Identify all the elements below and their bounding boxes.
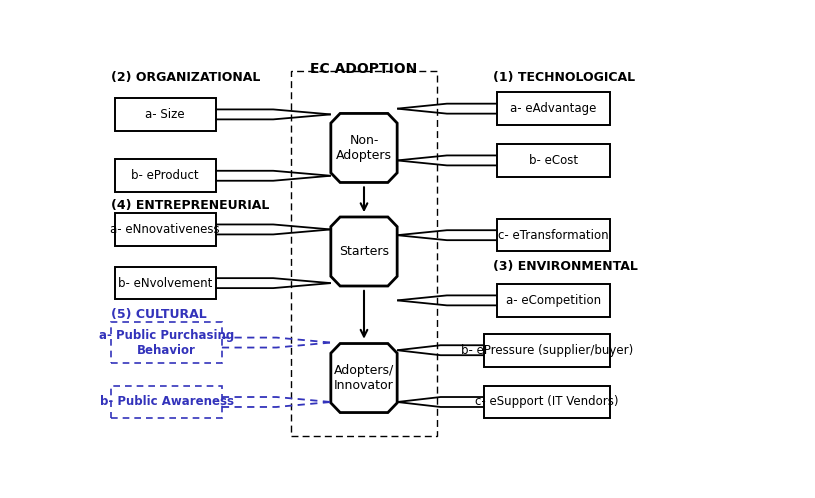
Bar [114, 98, 215, 130]
Text: b- eProduct: b- eProduct [131, 169, 199, 182]
Bar [114, 213, 215, 246]
Bar [496, 284, 610, 317]
Bar [112, 385, 222, 418]
Text: (3) ENVIRONMENTAL: (3) ENVIRONMENTAL [494, 260, 638, 273]
Bar [496, 92, 610, 125]
Text: b- eNvolvement: b- eNvolvement [118, 276, 212, 290]
Bar [112, 322, 222, 363]
Bar [496, 144, 610, 177]
Bar [484, 334, 610, 367]
Bar [496, 219, 610, 251]
Text: b- ePressure (supplier/buyer): b- ePressure (supplier/buyer) [461, 344, 633, 357]
Polygon shape [331, 114, 397, 182]
Polygon shape [331, 217, 397, 286]
Text: c- eSupport (IT Vendors): c- eSupport (IT Vendors) [475, 395, 619, 408]
Text: a- Size: a- Size [145, 108, 185, 121]
Text: (1) TECHNOLOGICAL: (1) TECHNOLOGICAL [494, 71, 636, 84]
Text: Adopters/
Innovator: Adopters/ Innovator [334, 364, 394, 392]
Polygon shape [331, 344, 397, 412]
Text: c- eTransformation: c- eTransformation [498, 229, 609, 242]
Text: Non-
Adopters: Non- Adopters [336, 134, 392, 162]
Text: EC ADOPTION: EC ADOPTION [311, 62, 417, 76]
Text: (2) ORGANIZATIONAL: (2) ORGANIZATIONAL [112, 71, 261, 84]
Text: b- Public Awareness: b- Public Awareness [99, 395, 234, 408]
Bar [114, 159, 215, 192]
Text: Starters: Starters [339, 245, 389, 258]
Text: a- eCompetition: a- eCompetition [506, 294, 601, 307]
Text: (5) CULTURAL: (5) CULTURAL [112, 308, 207, 321]
Text: a- eAdvantage: a- eAdvantage [510, 102, 597, 115]
Text: (4) ENTREPRENEURIAL: (4) ENTREPRENEURIAL [112, 199, 270, 212]
Text: a- eNnovativeness: a- eNnovativeness [110, 223, 220, 236]
Bar [114, 267, 215, 299]
Text: b- eCost: b- eCost [529, 154, 578, 167]
Text: a- Public Purchasing
Behavior: a- Public Purchasing Behavior [99, 329, 234, 357]
Bar [292, 71, 437, 436]
Bar [484, 385, 610, 418]
